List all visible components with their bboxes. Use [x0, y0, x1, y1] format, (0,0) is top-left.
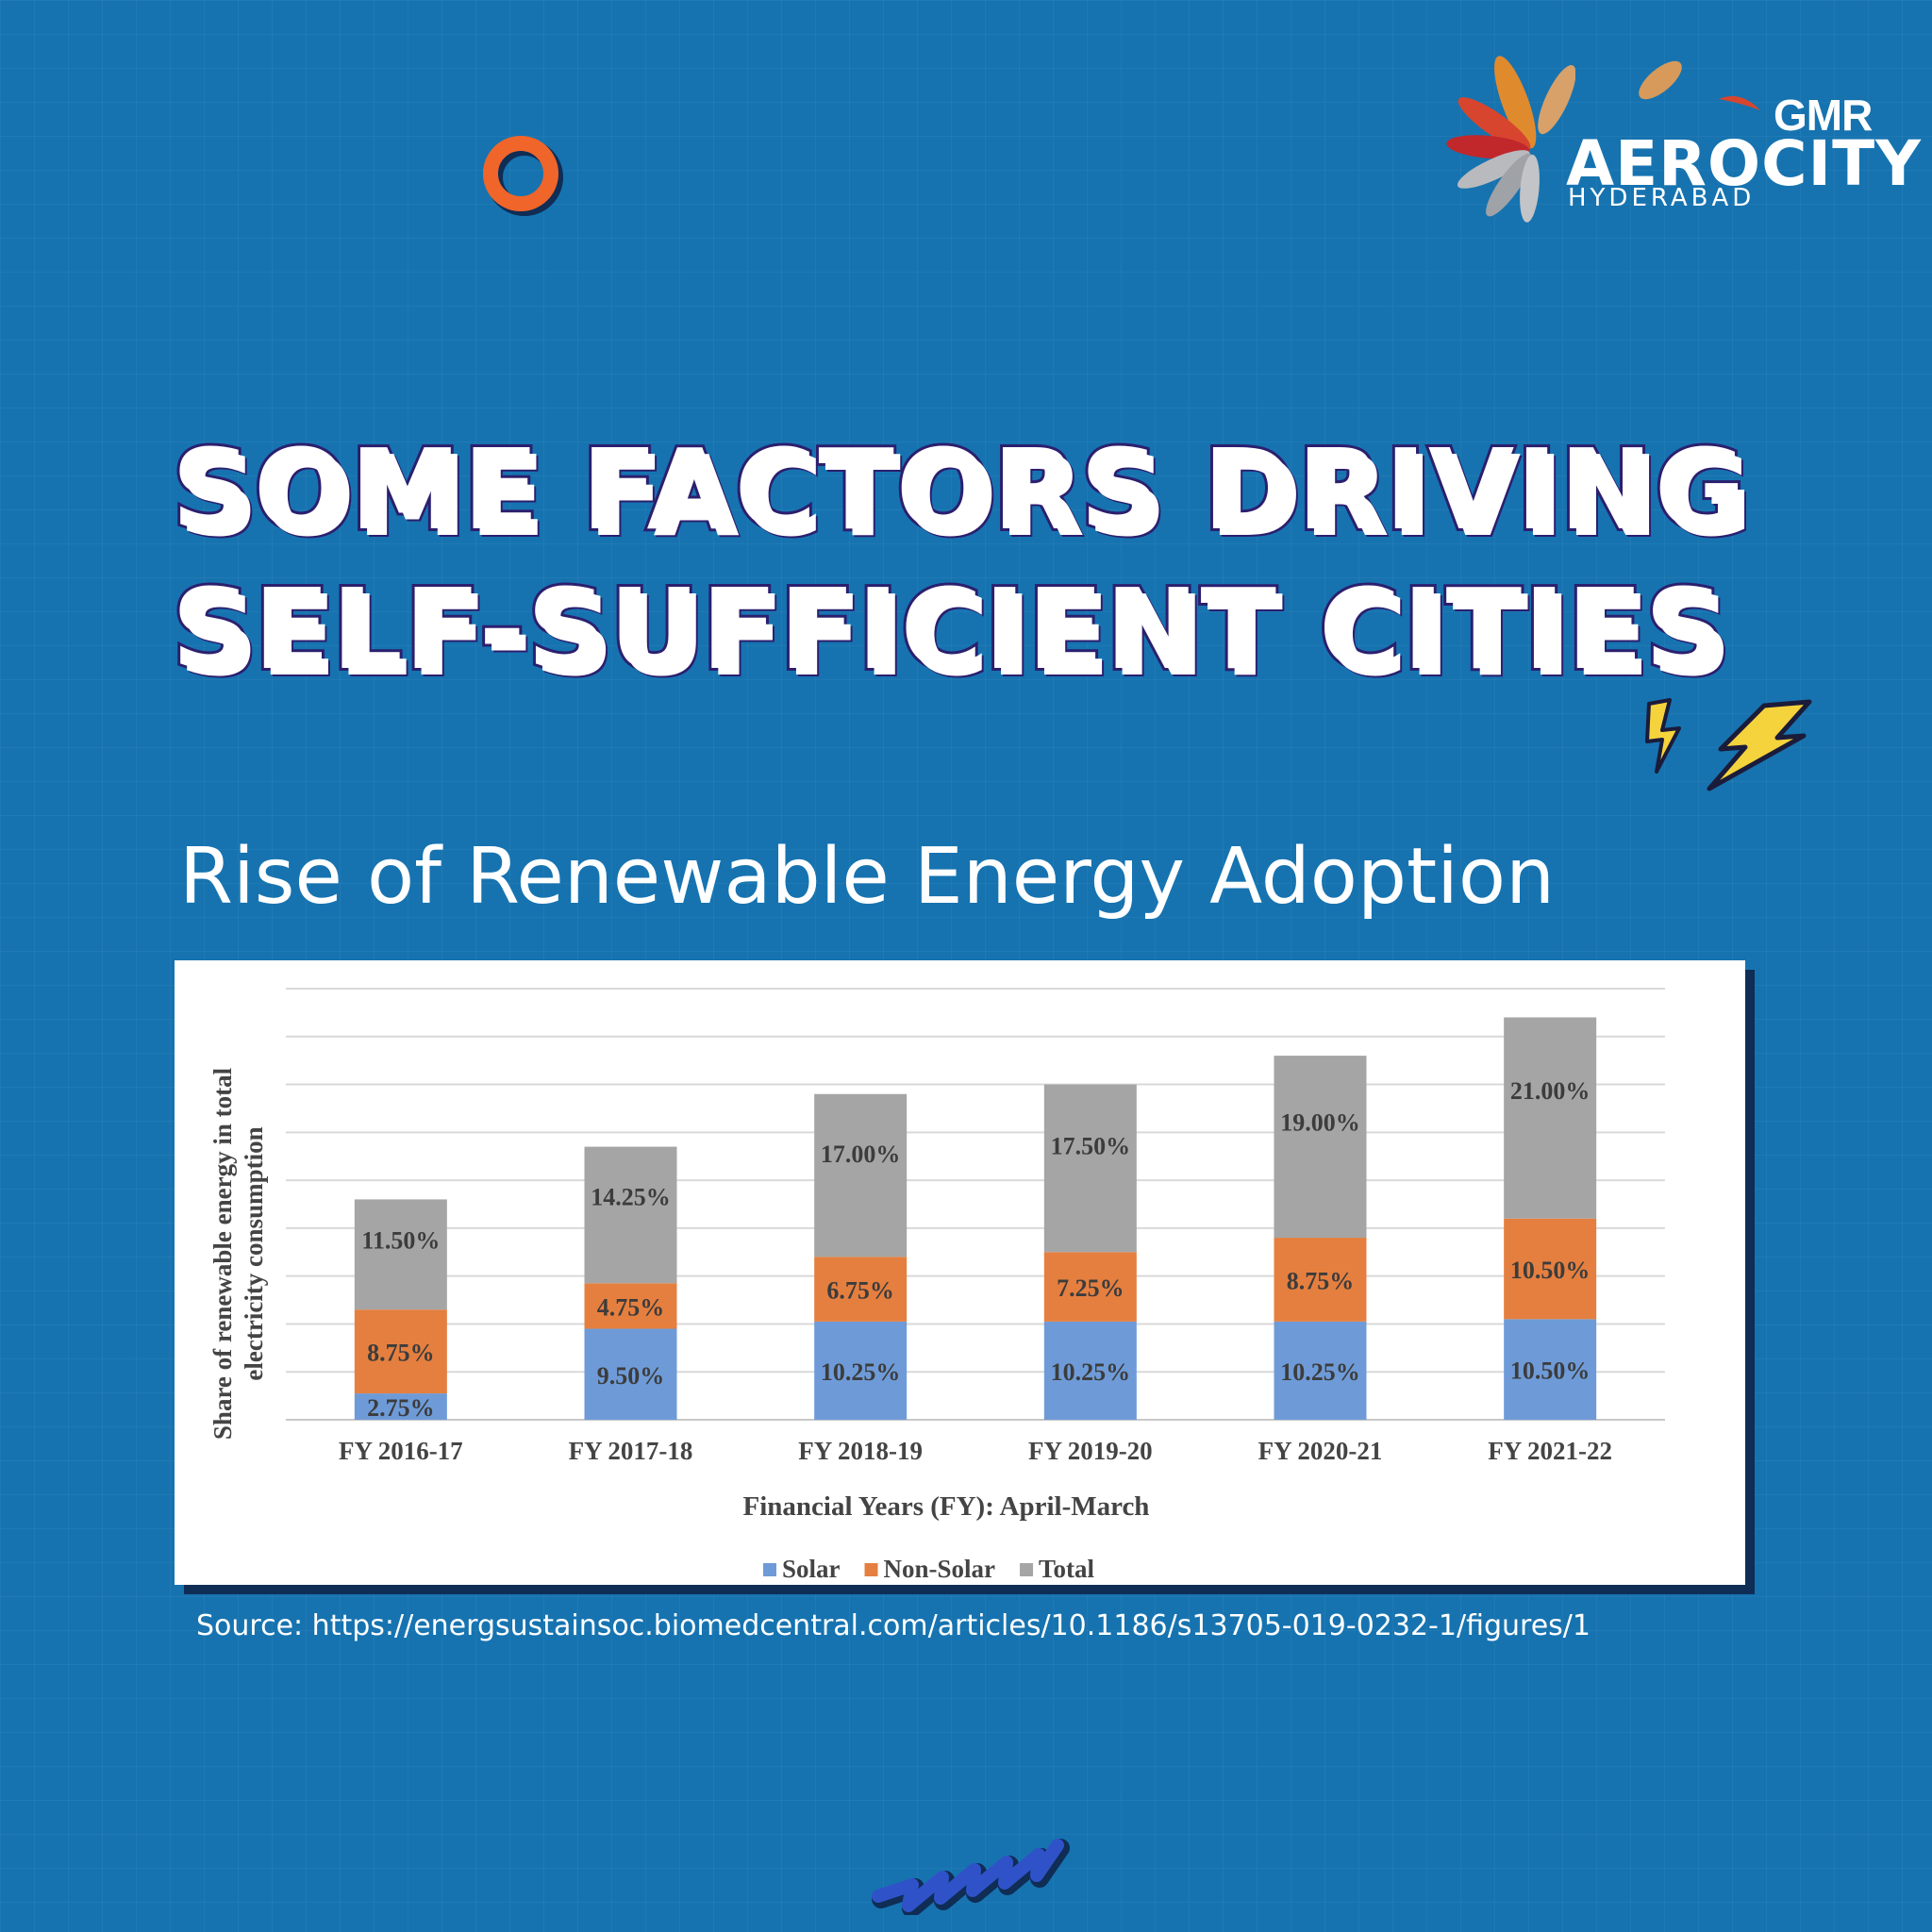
data-label: 7.25% — [1057, 1274, 1124, 1302]
bar-solar — [584, 1328, 677, 1420]
chart-panel: 2.75% 8.75% 11.50% 9.50% 4.75% 14.25% 10.25% 6.… — [175, 960, 1745, 1585]
legend-swatch — [1020, 1563, 1034, 1576]
y-axis-label-line-1: Share of renewable energy in total — [208, 1067, 237, 1440]
data-label: 14.25% — [591, 1184, 671, 1211]
bar-solar — [1274, 1321, 1367, 1420]
bar-non-solar — [1274, 1238, 1367, 1322]
logo-petals-icon — [1446, 56, 1575, 223]
bar-total — [1504, 1017, 1597, 1219]
data-label: 9.50% — [597, 1362, 665, 1390]
bar-solar — [814, 1321, 908, 1420]
source-citation: Source: https://energsustainsoc.biomedce… — [196, 1609, 1591, 1642]
x-axis-label: Financial Years (FY): April-March — [743, 1491, 1150, 1522]
x-tick-label: FY 2021-22 — [1488, 1437, 1612, 1465]
legend-swatch — [864, 1563, 878, 1576]
data-label: 19.00% — [1280, 1109, 1360, 1137]
data-label: 6.75% — [826, 1277, 894, 1305]
x-tick-label: FY 2018-19 — [798, 1437, 923, 1465]
bar-solar — [1504, 1319, 1597, 1420]
ring-icon — [483, 136, 563, 216]
data-label: 21.00% — [1510, 1077, 1591, 1105]
bar-total — [1274, 1056, 1367, 1239]
x-tick-label: FY 2016-17 — [339, 1437, 463, 1465]
bar-total — [814, 1093, 908, 1257]
data-label: 10.50% — [1510, 1257, 1591, 1284]
x-tick-label: FY 2017-18 — [569, 1437, 693, 1465]
bar-total — [1043, 1084, 1137, 1253]
bar-non-solar — [1504, 1218, 1597, 1320]
zigzag-icon — [872, 1839, 1070, 1915]
brand-city: HYDERABAD — [1568, 184, 1756, 212]
data-label: 10.25% — [1051, 1358, 1131, 1386]
brand-logo: GMR AEROCITY HYDERABAD — [1443, 52, 1921, 250]
data-label: 8.75% — [1287, 1267, 1355, 1294]
bar-non-solar — [584, 1283, 677, 1329]
legend-swatch — [763, 1563, 776, 1576]
data-label: 10.50% — [1510, 1357, 1591, 1385]
bar-non-solar — [354, 1309, 447, 1394]
y-axis-label-line-2: electricity consumption — [240, 1126, 268, 1380]
data-label: 17.50% — [1051, 1133, 1131, 1160]
legend-label: Total — [1039, 1555, 1095, 1583]
data-label: 8.75% — [367, 1340, 435, 1367]
data-label: 2.75% — [367, 1394, 435, 1422]
chart-heading: Rise of Renewable Energy Adoption — [179, 832, 1556, 922]
bar-non-solar — [1043, 1252, 1137, 1322]
brand-name: AEROCITY — [1566, 127, 1922, 200]
logo-wing-icon — [1719, 95, 1760, 110]
data-labels: 2.75% 8.75% 11.50% 9.50% 4.75% 14.25% 10.25% 6.… — [361, 1077, 1590, 1422]
data-label: 10.25% — [1280, 1358, 1360, 1386]
x-tick-label: FY 2020-21 — [1258, 1437, 1383, 1465]
data-label: 11.50% — [361, 1226, 440, 1254]
stacked-bar-chart: 2.75% 8.75% 11.50% 9.50% 4.75% 14.25% 10.25% 6.… — [208, 988, 1665, 1583]
bars — [354, 1017, 1597, 1420]
legend: Solar Non-Solar Total — [763, 1555, 1095, 1583]
headline-line-1: SOME FACTORS DRIVING — [169, 425, 1749, 555]
bar-solar — [1043, 1321, 1137, 1420]
x-tick-label: FY 2019-20 — [1028, 1437, 1153, 1465]
brand-gmr: GMR — [1774, 91, 1873, 140]
bar-total — [354, 1199, 447, 1310]
legend-label: Solar — [782, 1555, 841, 1583]
legend-label: Non-Solar — [884, 1555, 996, 1583]
lightning-bolt-icon — [1707, 699, 1812, 791]
x-tick-labels: FY 2016-17 FY 2017-18 FY 2018-19 FY 2019-20… — [339, 1437, 1612, 1465]
bar-total — [584, 1146, 677, 1284]
lightning-bolt-icon — [1645, 698, 1681, 774]
grid-lines — [286, 988, 1665, 1421]
bar-non-solar — [814, 1257, 908, 1322]
data-label: 17.00% — [821, 1141, 901, 1168]
logo-leaf-icon — [1639, 60, 1682, 100]
bar-solar — [354, 1393, 447, 1420]
data-label: 4.75% — [597, 1293, 665, 1321]
headline-line-2: SELF-SUFFICIENT CITIES — [169, 564, 1728, 694]
data-label: 10.25% — [821, 1358, 901, 1386]
